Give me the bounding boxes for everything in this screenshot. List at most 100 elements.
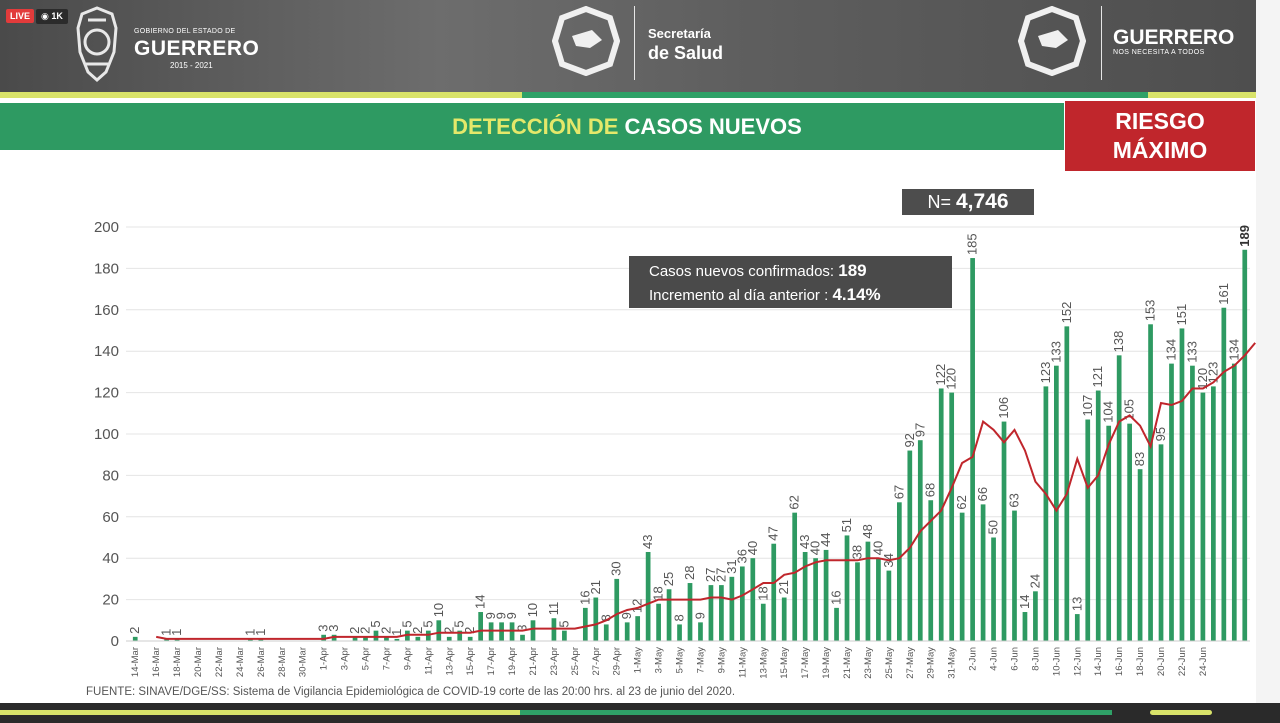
trend-line [156,342,1256,640]
x-tick-label: 5-May [675,647,686,674]
data-label: 133 [1184,341,1199,363]
total-cases-box: N= 4,746 [902,189,1034,215]
data-label: 48 [860,524,875,538]
header-divider-2 [1101,6,1102,80]
data-label: 5 [399,620,414,627]
gov-title: GUERRERO [134,37,260,60]
bar [352,636,358,641]
y-tick-label: 180 [94,260,119,277]
data-label: 1 [169,629,184,636]
bar [593,597,599,641]
y-tick-label: 60 [102,509,119,526]
x-tick-label: 22-Mar [214,647,225,677]
bar [719,585,724,641]
data-label: 5 [420,620,435,627]
x-tick-label: 27-May [905,647,916,679]
risk-badge: RIESGO MÁXIMO [1065,101,1255,171]
bar [917,440,923,641]
data-label: 9 [494,612,509,619]
data-label: 43 [640,535,655,549]
bar [823,549,829,641]
data-label: 67 [891,485,906,499]
bar [1001,421,1007,641]
x-tick-label: 27-Apr [591,647,602,676]
right-edge-strip [1256,0,1280,723]
x-tick-label: 25-Apr [570,647,581,676]
y-tick-label: 20 [102,592,119,609]
risk-line2: MÁXIMO [1112,137,1208,163]
data-label: 10 [431,603,446,617]
bar [1064,326,1070,641]
header-divider [634,6,635,80]
x-tick-label: 19-May [821,647,832,679]
bar [624,622,630,641]
x-tick-label: 11-Apr [423,647,434,675]
bar [1022,612,1028,641]
data-label: 8 [672,614,687,621]
live-badge: LIVE [6,9,35,23]
bar [373,630,379,641]
increase-row: Incremento al día anterior : 4.14% [649,285,949,305]
data-label: 40 [745,541,760,555]
data-label: 10 [525,603,540,617]
bar [1200,392,1206,641]
x-tick-label: 17-May [800,647,811,679]
x-tick-label: 31-May [947,647,958,679]
x-tick-label: 13-Apr [444,647,455,676]
data-label: 47 [766,526,781,540]
viewer-count-value: 1K [51,11,63,21]
bar [1231,363,1237,641]
data-label: 21 [776,580,791,594]
data-label: 9 [504,612,519,619]
bar [488,622,494,641]
x-tick-label: 23-May [863,647,874,679]
data-label: 3 [326,625,341,632]
new-cases-value: 189 [838,261,867,280]
bar [446,636,452,641]
bar [750,558,756,641]
data-label: 2 [462,627,477,634]
y-tick-label: 40 [102,550,119,567]
data-label: 62 [954,495,969,509]
x-tick-label: 13-May [758,647,769,679]
x-tick-label: 25-May [884,647,895,679]
bar [656,603,661,641]
bar [760,603,766,641]
x-tick-label: 5-Apr [361,647,372,670]
bar [425,630,431,641]
data-label: 5 [556,620,571,627]
bar [844,535,850,641]
data-label: 8 [598,614,613,621]
x-tick-label: 20-Jun [1156,647,1167,676]
x-tick-label: 10-Jun [1051,647,1062,676]
x-tick-label: 16-Jun [1114,647,1125,676]
x-tick-label: 26-Mar [256,647,267,677]
accent-stripe [0,92,522,98]
bar [174,638,180,641]
bar [1106,425,1112,641]
data-label: 121 [1090,366,1105,388]
data-label: 36 [734,549,749,563]
banner-title-part1: DETECCIÓN DE [452,114,619,139]
bar [792,512,798,641]
bar [164,638,169,641]
x-tick-label: 30-Mar [298,647,309,677]
data-label: 122 [933,364,948,386]
data-label: 2 [410,627,425,634]
x-tick-label: 3-May [654,647,665,674]
y-tick-label: 0 [111,633,119,650]
bar [938,388,944,641]
x-tick-label: 23-Apr [549,647,560,676]
x-tick-label: 1-May [633,647,644,674]
data-label: 40 [808,541,823,555]
x-tick-label: 6-Jun [1009,647,1020,671]
bar [876,558,881,641]
bar [959,512,965,641]
data-label: 107 [1080,395,1095,417]
risk-line1: RIESGO [1115,108,1205,134]
bar [802,551,808,641]
bar [834,607,839,641]
data-label: 44 [818,532,833,546]
bar [1043,386,1049,641]
bar [436,620,442,641]
